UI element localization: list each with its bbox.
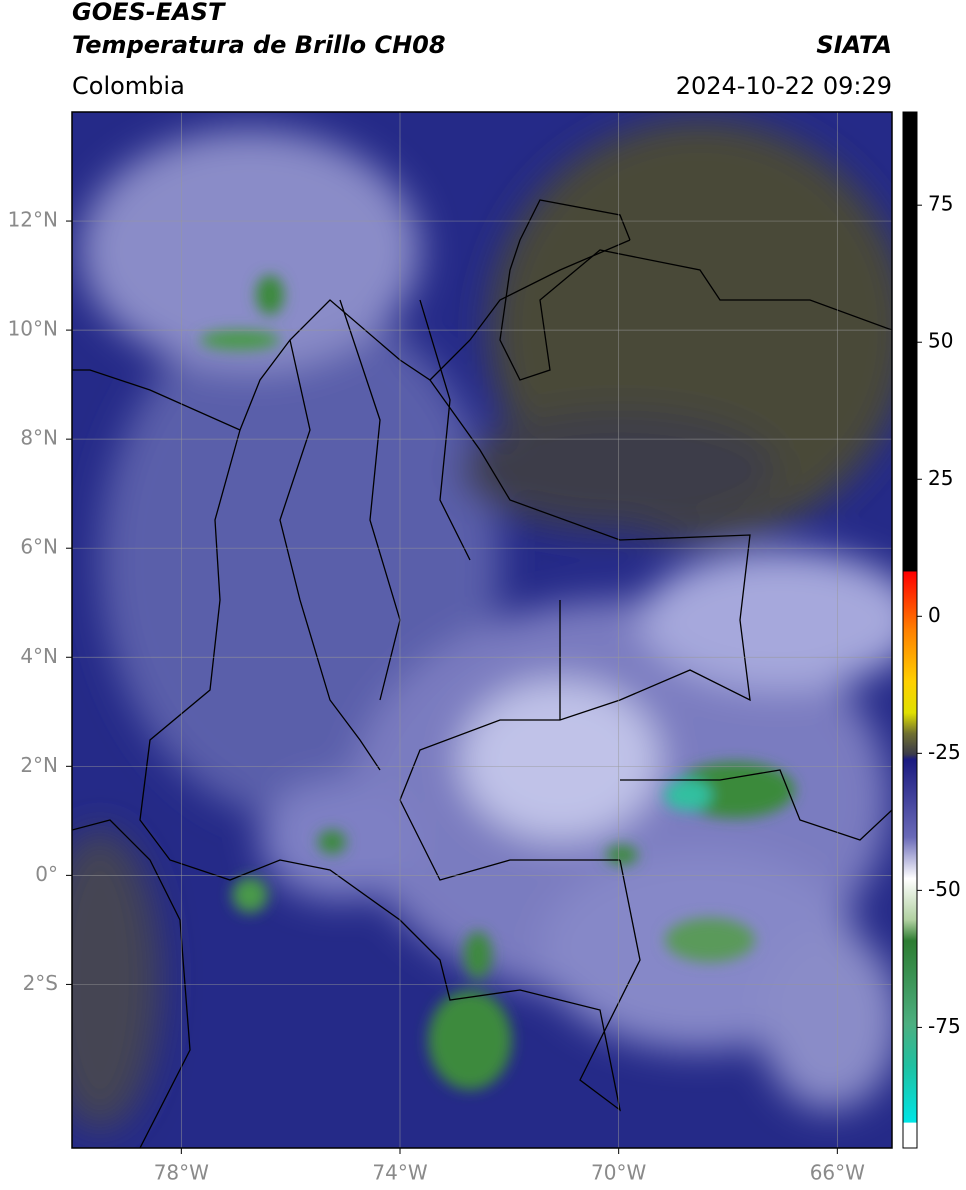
y-tick-label: 6°N [20,535,58,559]
datetime: 2024-10-22 09:29 [676,72,892,100]
title: GOES-EAST [72,0,226,26]
colorbar-label: 50 [928,329,953,353]
y-tick-label: 0° [35,862,58,886]
colorbar-label: -75 [928,1014,961,1038]
region: Colombia [72,72,185,100]
subtitle: Temperatura de Brillo CH08 [72,31,446,59]
colorbar-label: 0 [928,603,941,627]
x-tick-label: 66°W [810,1161,865,1185]
satellite-image [72,112,892,1148]
colorbar-label: 75 [928,192,953,216]
colorbar-label: -25 [928,740,961,764]
colorbar-label: -50 [928,877,961,901]
x-tick-label: 74°W [372,1161,427,1185]
source: SIATA [816,31,892,59]
x-tick-label: 70°W [591,1161,646,1185]
y-tick-label: 8°N [20,426,58,450]
map-frame [71,111,893,1149]
y-tick-label: 4°N [20,644,58,668]
y-tick-label: 2°S [23,971,58,995]
y-tick-label: 2°N [20,753,58,777]
y-tick-label: 12°N [8,208,58,232]
colorbar [902,111,918,1149]
colorbar-label: 25 [928,466,953,490]
y-tick-label: 10°N [8,317,58,341]
x-tick-label: 78°W [154,1161,209,1185]
